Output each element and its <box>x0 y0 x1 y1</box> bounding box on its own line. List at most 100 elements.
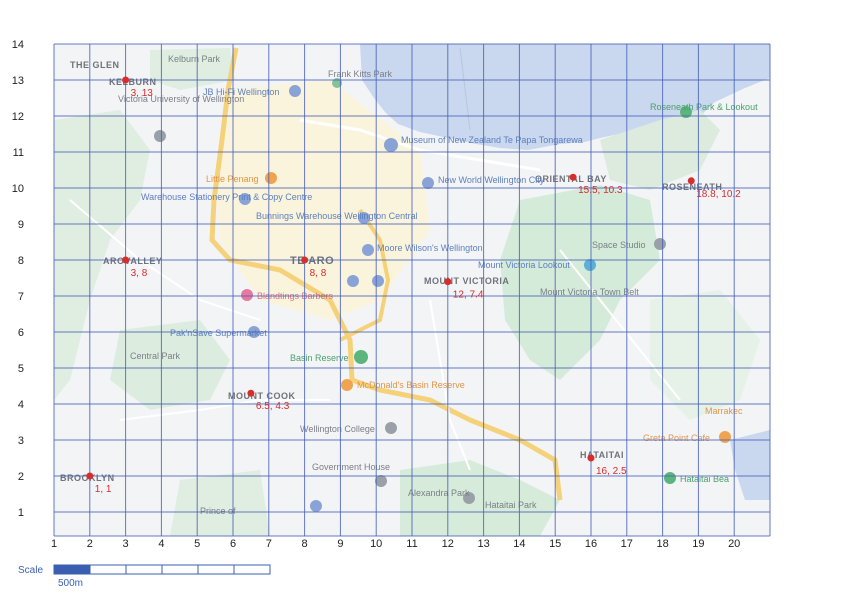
suburb-label: HATAITAI <box>580 450 624 460</box>
school-icon <box>385 422 397 434</box>
x-tick-label: 11 <box>406 538 417 550</box>
beach-icon <box>664 472 676 484</box>
place-label: Roseneath Park & Lookout <box>650 102 758 112</box>
fast-food-icon <box>341 379 353 391</box>
point-marker <box>569 173 577 181</box>
scale-segment <box>197 564 235 575</box>
y-tick-label: 3 <box>18 435 24 447</box>
place-label: Hataitai Park <box>485 500 537 510</box>
point-marker <box>122 256 130 264</box>
y-tick-label: 5 <box>18 363 24 375</box>
y-tick-label: 4 <box>18 399 24 411</box>
brooklyn-road <box>119 399 330 421</box>
shop-icon-south <box>310 500 322 512</box>
shopping-icon <box>289 85 301 97</box>
place-label: Alexandra Park <box>408 488 470 498</box>
grocery-icon-2 <box>362 244 374 256</box>
x-tick-label: 17 <box>621 538 633 550</box>
y-tick-label: 8 <box>18 255 24 267</box>
y-tick-label: 10 <box>12 183 24 195</box>
suburb-label: KELBURN <box>109 77 157 87</box>
y-tick-label: 2 <box>18 471 24 483</box>
place-label: Central Park <box>130 351 181 361</box>
point-label: 6.5, 4.3 <box>256 401 290 412</box>
place-label: Mount Victoria Lookout <box>478 260 570 270</box>
place-label: Prince of <box>200 506 236 516</box>
suburb-label: MOUNT COOK <box>228 391 296 401</box>
y-tick-label: 7 <box>18 291 24 303</box>
stationery-icon <box>239 193 251 205</box>
place-label: Mount Victoria Town Belt <box>540 287 639 297</box>
government-icon <box>375 475 387 487</box>
point-marker <box>687 177 695 185</box>
store-icon-2 <box>372 275 384 287</box>
point-marker <box>301 256 309 264</box>
alexandra-park-green <box>400 460 560 536</box>
x-tick-label: 4 <box>158 538 164 550</box>
place-label: New World Wellington City <box>438 175 545 185</box>
east-road <box>559 249 681 401</box>
x-tick-label: 20 <box>728 538 740 550</box>
barber-icon <box>241 289 253 301</box>
suburb-label: AROVALLEY <box>103 256 162 266</box>
suburb-label: MOUNT VICTORIA <box>424 276 509 286</box>
hataitai-road <box>429 299 471 471</box>
point-label: 15.5, 10.3 <box>578 185 623 196</box>
x-tick-label: 6 <box>230 538 236 550</box>
scale-bar: Scale 500m <box>18 564 271 589</box>
x-tick-label: 19 <box>692 538 704 550</box>
place-label: Kelburn Park <box>168 54 221 64</box>
place-label: Pak'nSave Supermarket <box>170 328 267 338</box>
x-tick-label: 15 <box>549 538 561 550</box>
point-label: 18.8, 10.2 <box>696 189 741 200</box>
grocery-icon <box>422 177 434 189</box>
viewpoint-icon <box>584 259 596 271</box>
point-marker <box>444 278 452 286</box>
point-marker <box>86 472 94 480</box>
x-tick-label: 12 <box>442 538 454 550</box>
place-label: Greta Point Cafe <box>643 433 710 443</box>
place-label: Museum of New Zealand Te Papa Tongarewa <box>401 135 583 145</box>
place-label: Little Penang <box>206 174 259 184</box>
wharf-water <box>362 44 395 80</box>
scale-distance: 500m <box>58 578 83 589</box>
hardware-icon <box>358 212 370 224</box>
x-tick-label: 7 <box>266 538 272 550</box>
point-label: 8, 8 <box>310 268 327 279</box>
y-tick-label: 12 <box>12 111 24 123</box>
cafe-icon <box>719 431 731 443</box>
place-label: Marrakec <box>705 406 743 416</box>
point-marker <box>122 76 130 84</box>
roseneath-green <box>600 110 720 190</box>
y-tick-label: 13 <box>12 75 24 87</box>
suburb-label: TE ARO <box>290 255 334 267</box>
y-tick-label: 1 <box>18 507 24 519</box>
scale-title: Scale <box>18 565 43 576</box>
lookout-park-icon <box>680 106 692 118</box>
coordinate-grid <box>53 43 771 537</box>
point-marker <box>247 389 255 397</box>
x-tick-label: 13 <box>477 538 489 550</box>
scale-segment <box>125 564 163 575</box>
place-label: McDonald's Basin Reserve <box>357 380 465 390</box>
x-tick-label: 18 <box>656 538 668 550</box>
place-label: Basin Reserve <box>290 353 349 363</box>
point-marker <box>587 454 595 462</box>
x-tick-label: 16 <box>585 538 597 550</box>
point-label: 1, 1 <box>95 484 112 495</box>
axis-ticks: 1 2 3 4 5 6 7 8 9 10 11 12 13 14 15 16 17 18 19 20123456789… <box>12 39 741 550</box>
x-tick-label: 2 <box>87 538 93 550</box>
point-label: 3, 13 <box>131 88 154 99</box>
marked-points: 3, 13 3, 8 8, 8 12, 7.4 15.5, 10.3 18.8, 10.2… <box>86 76 741 495</box>
point-label: 16, 2.5 <box>596 466 627 477</box>
studio-icon <box>654 238 666 250</box>
place-label: Victoria University of Wellington <box>118 94 244 104</box>
place-label: Frank Kitts Park <box>328 69 393 79</box>
museum-icon <box>384 138 398 152</box>
store-icon <box>347 275 359 287</box>
point-label: 3, 8 <box>131 268 148 279</box>
place-label: Bunnings Warehouse Wellington Central <box>256 211 418 221</box>
y-tick-label: 9 <box>18 219 24 231</box>
